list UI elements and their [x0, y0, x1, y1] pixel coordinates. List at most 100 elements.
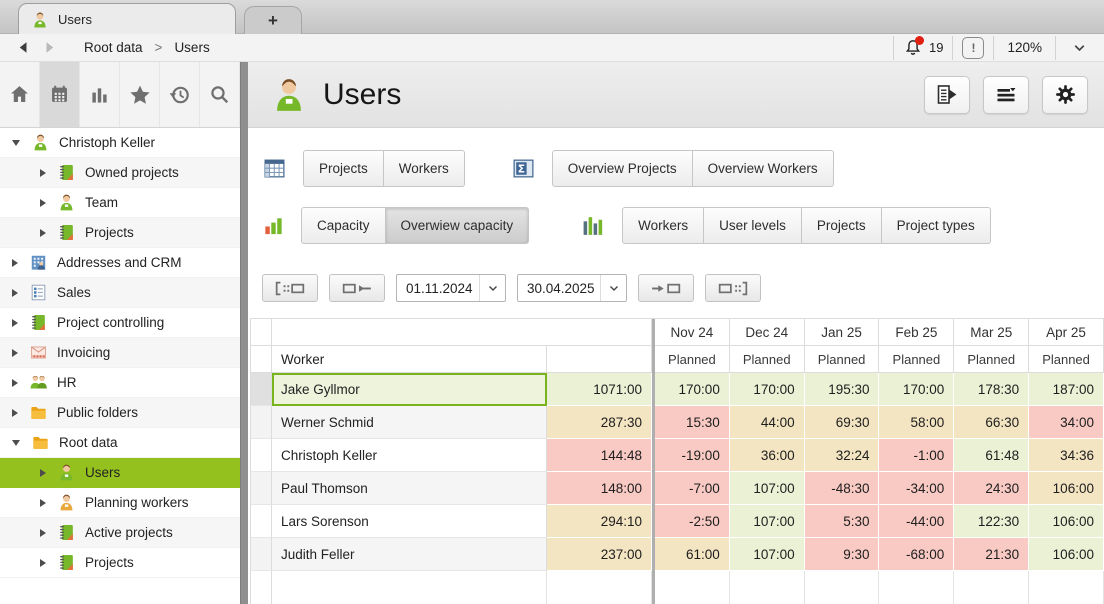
tree-item-public-folders[interactable]: Public folders: [0, 398, 240, 428]
breadcrumb-root-data[interactable]: Root data: [84, 40, 143, 55]
back-button[interactable]: [10, 40, 36, 55]
value-cell[interactable]: 58:00: [879, 406, 955, 439]
tree-item-planning-workers[interactable]: Planning workers: [0, 488, 240, 518]
value-cell[interactable]: 107:00: [729, 538, 805, 571]
value-cell[interactable]: 178:30: [954, 373, 1030, 406]
tree-item-root-data[interactable]: Root data: [0, 428, 240, 458]
value-cell[interactable]: 106:00: [1029, 472, 1104, 505]
value-cell[interactable]: 170:00: [655, 373, 730, 406]
tree-item-sales[interactable]: Sales: [0, 278, 240, 308]
breadcrumb-users[interactable]: Users: [174, 40, 210, 55]
capacity-button[interactable]: Capacity: [301, 207, 386, 244]
value-cell[interactable]: -7:00: [655, 472, 730, 505]
start-date-select[interactable]: 01.11.2024: [396, 274, 506, 302]
total-cell[interactable]: 287:30: [547, 406, 652, 439]
tree-item-project-controlling[interactable]: Project controlling: [0, 308, 240, 338]
chevron-collapsed-icon[interactable]: [40, 228, 46, 237]
value-cell[interactable]: 170:00: [879, 373, 955, 406]
value-cell[interactable]: 61:48: [954, 439, 1030, 472]
tree-item-projects[interactable]: Projects: [0, 218, 240, 248]
chevron-collapsed-icon[interactable]: [40, 498, 46, 507]
value-cell[interactable]: 66:30: [954, 406, 1030, 439]
value-cell[interactable]: 24:30: [954, 472, 1030, 505]
tree-item-addresses-crm[interactable]: Addresses and CRM: [0, 248, 240, 278]
value-cell[interactable]: 34:36: [1029, 439, 1104, 472]
worker-name-cell[interactable]: Judith Feller: [272, 538, 547, 571]
toolbar-menu-button[interactable]: [1065, 39, 1094, 56]
tree-item-projects-2[interactable]: Projects: [0, 548, 240, 578]
tree-item-active-projects[interactable]: Active projects: [0, 518, 240, 548]
value-cell[interactable]: 122:30: [954, 505, 1030, 538]
nav-favorites[interactable]: [120, 62, 160, 127]
workers-tab-button[interactable]: Workers: [383, 150, 465, 187]
chevron-expanded-icon[interactable]: [12, 139, 20, 146]
worker-name-cell[interactable]: Lars Sorenson: [272, 505, 547, 538]
projects-tab-button[interactable]: Projects: [303, 150, 384, 187]
worker-name-cell[interactable]: Jake Gyllmor: [272, 373, 547, 406]
worker-name-cell[interactable]: Paul Thomson: [272, 472, 547, 505]
value-cell[interactable]: 195:30: [804, 373, 880, 406]
value-cell[interactable]: 44:00: [729, 406, 805, 439]
value-cell[interactable]: -34:00: [879, 472, 955, 505]
report-button[interactable]: [924, 75, 970, 114]
chevron-collapsed-icon[interactable]: [40, 168, 46, 177]
nav-history[interactable]: [160, 62, 200, 127]
settings-button[interactable]: [1042, 75, 1088, 114]
value-cell[interactable]: 21:30: [954, 538, 1030, 571]
overview-capacity-button[interactable]: Overwiew capacity: [385, 207, 530, 244]
value-cell[interactable]: 170:00: [729, 373, 805, 406]
value-cell[interactable]: -2:50: [655, 505, 730, 538]
value-cell[interactable]: 187:00: [1029, 373, 1104, 406]
tree-item-hr[interactable]: HR: [0, 368, 240, 398]
nav-home[interactable]: [0, 62, 40, 127]
value-cell[interactable]: -1:00: [879, 439, 955, 472]
chart-user-levels-button[interactable]: User levels: [704, 207, 802, 244]
tree-item-christoph-keller[interactable]: Christoph Keller: [0, 128, 240, 158]
chevron-collapsed-icon[interactable]: [12, 318, 18, 327]
value-cell[interactable]: -44:00: [879, 505, 955, 538]
value-cell[interactable]: 61:00: [655, 538, 730, 571]
chart-project-types-button[interactable]: Project types: [881, 207, 991, 244]
overview-workers-button[interactable]: Overview Workers: [692, 150, 834, 187]
worker-name-cell[interactable]: Werner Schmid: [272, 406, 547, 439]
tab-users[interactable]: Users: [18, 3, 236, 35]
alerts-button[interactable]: !: [962, 36, 985, 59]
value-cell[interactable]: 36:00: [729, 439, 805, 472]
nav-search[interactable]: [200, 62, 240, 127]
worker-name-cell[interactable]: Christoph Keller: [272, 439, 547, 472]
chevron-collapsed-icon[interactable]: [40, 198, 46, 207]
shift-right-button[interactable]: [638, 274, 694, 302]
end-date-select[interactable]: 30.04.2025: [517, 274, 627, 302]
chevron-collapsed-icon[interactable]: [40, 558, 46, 567]
value-cell[interactable]: -68:00: [879, 538, 955, 571]
total-cell[interactable]: 237:00: [547, 538, 652, 571]
nav-calendar[interactable]: [40, 62, 80, 127]
tree-item-users[interactable]: Users: [0, 458, 240, 488]
total-cell[interactable]: 1071:00: [547, 373, 652, 406]
new-tab-button[interactable]: +: [244, 6, 302, 35]
tree-item-team[interactable]: Team: [0, 188, 240, 218]
value-cell[interactable]: 32:24: [804, 439, 880, 472]
value-cell[interactable]: -48:30: [804, 472, 880, 505]
value-cell[interactable]: 106:00: [1029, 505, 1104, 538]
sidebar-splitter[interactable]: [240, 62, 248, 604]
total-cell[interactable]: 294:10: [547, 505, 652, 538]
chevron-collapsed-icon[interactable]: [12, 378, 18, 387]
jump-to-end-button[interactable]: [705, 274, 761, 302]
value-cell[interactable]: 106:00: [1029, 538, 1104, 571]
value-cell[interactable]: 9:30: [804, 538, 880, 571]
chevron-collapsed-icon[interactable]: [12, 258, 18, 267]
tree-item-invoicing[interactable]: Invoicing: [0, 338, 240, 368]
chevron-collapsed-icon[interactable]: [12, 408, 18, 417]
chevron-collapsed-icon[interactable]: [12, 288, 18, 297]
total-cell[interactable]: 144:48: [547, 439, 652, 472]
chevron-collapsed-icon[interactable]: [40, 468, 46, 477]
chevron-collapsed-icon[interactable]: [12, 348, 18, 357]
chevron-collapsed-icon[interactable]: [40, 528, 46, 537]
chevron-expanded-icon[interactable]: [12, 439, 20, 446]
notifications-button[interactable]: 19: [903, 35, 943, 58]
jump-to-start-button[interactable]: [262, 274, 318, 302]
value-cell[interactable]: 15:30: [655, 406, 730, 439]
chart-projects-button[interactable]: Projects: [801, 207, 882, 244]
value-cell[interactable]: 5:30: [804, 505, 880, 538]
